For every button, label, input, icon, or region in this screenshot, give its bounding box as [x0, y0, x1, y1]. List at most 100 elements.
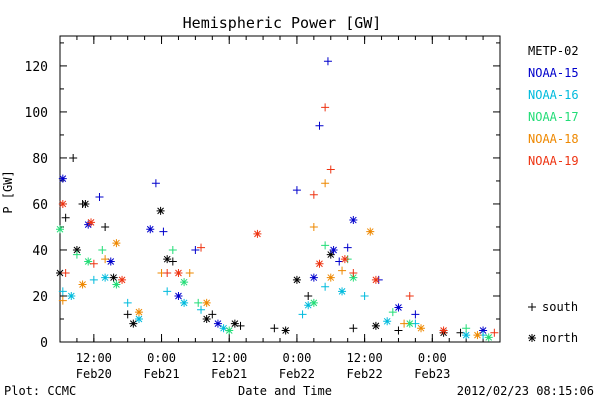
south-point [98, 246, 106, 254]
series-noaa-18 [59, 179, 482, 339]
x-tick-label: 12:00 [76, 351, 112, 365]
y-tick-label: 20 [32, 290, 48, 305]
north-point [315, 260, 323, 268]
x-tick-label: 0:00 [418, 351, 447, 365]
y-tick-label: 0 [40, 336, 48, 351]
north-point [417, 324, 425, 332]
north-point [372, 276, 380, 284]
footer-timestamp: 2012/02/23 08:15:06 [457, 384, 594, 398]
footer-credit: Plot: CCMC [4, 384, 76, 398]
marker-key-label: north [542, 331, 578, 345]
south-point [194, 299, 202, 307]
north-point [79, 280, 87, 288]
legend-entry: NOAA-17 [528, 110, 579, 124]
north-point [214, 320, 222, 328]
data-points [56, 57, 498, 341]
south-point [321, 103, 329, 111]
north-point [231, 320, 239, 328]
x-tick-date: Feb22 [279, 367, 315, 381]
north-point [462, 331, 470, 339]
series-noaa-19 [59, 103, 499, 336]
south-point [159, 228, 167, 236]
south-point [349, 324, 357, 332]
south-point [528, 303, 536, 311]
south-point [293, 186, 301, 194]
series-noaa-15 [59, 57, 487, 334]
south-point [389, 308, 397, 316]
x-tick-date: Feb23 [414, 367, 450, 381]
south-point [321, 241, 329, 249]
south-point [208, 310, 216, 318]
north-point [174, 269, 182, 277]
y-tick-label: 80 [32, 152, 48, 167]
north-point [203, 315, 211, 323]
south-point [315, 122, 323, 130]
x-tick-label: 12:00 [211, 351, 247, 365]
legend-entry: METP-02 [528, 44, 579, 58]
south-point [338, 267, 346, 275]
north-point [253, 230, 261, 238]
y-tick-label: 40 [32, 244, 48, 259]
north-point [135, 308, 143, 316]
north-point [174, 292, 182, 300]
legend-entry: NOAA-15 [528, 66, 579, 80]
south-point [73, 251, 81, 259]
south-point [90, 276, 98, 284]
north-point [473, 331, 481, 339]
north-point [440, 326, 448, 334]
legend-entry: NOAA-19 [528, 154, 579, 168]
series-noaa-17 [56, 225, 493, 341]
north-point [528, 334, 536, 342]
north-point [112, 239, 120, 247]
south-point [361, 292, 369, 300]
legend-entry: NOAA-18 [528, 132, 579, 146]
north-point [56, 225, 64, 233]
north-point [372, 322, 380, 330]
north-point [81, 200, 89, 208]
south-point [394, 326, 402, 334]
south-point [310, 223, 318, 231]
north-point [293, 276, 301, 284]
x-axis-label: Date and Time [238, 384, 332, 398]
north-point [163, 255, 171, 263]
south-point [62, 214, 70, 222]
north-point [112, 280, 120, 288]
x-tick-label: 12:00 [347, 351, 383, 365]
south-point [349, 269, 357, 277]
north-point [310, 274, 318, 282]
north-point [349, 216, 357, 224]
north-point [338, 287, 346, 295]
south-point [169, 246, 177, 254]
north-point [330, 246, 338, 254]
x-tick-date: Feb21 [143, 367, 179, 381]
south-point [299, 310, 307, 318]
south-point [95, 193, 103, 201]
north-point [310, 299, 318, 307]
north-point [341, 255, 349, 263]
y-axis-label: P [GW] [1, 170, 15, 213]
series-metp-02 [56, 154, 465, 337]
north-point [225, 326, 233, 334]
north-point [394, 303, 402, 311]
south-point [490, 329, 498, 337]
south-point [462, 324, 470, 332]
marker-key-label: south [542, 300, 578, 314]
x-tick-date: Feb21 [211, 367, 247, 381]
north-point [146, 225, 154, 233]
north-point [59, 175, 67, 183]
south-point [124, 299, 132, 307]
south-point [321, 179, 329, 187]
north-point [383, 317, 391, 325]
south-point [101, 223, 109, 231]
north-point [59, 200, 67, 208]
north-point [101, 274, 109, 282]
north-point [485, 333, 493, 341]
south-point [197, 306, 205, 314]
north-point [110, 274, 118, 282]
chart-title: Hemispheric Power [GW] [183, 14, 382, 32]
south-point [270, 324, 278, 332]
legend: METP-02 NOAA-15 NOAA-16 NOAA-17 NOAA-18 NOAA-… [528, 44, 579, 345]
north-point [366, 228, 374, 236]
north-point [180, 278, 188, 286]
series-noaa-16 [59, 274, 487, 340]
